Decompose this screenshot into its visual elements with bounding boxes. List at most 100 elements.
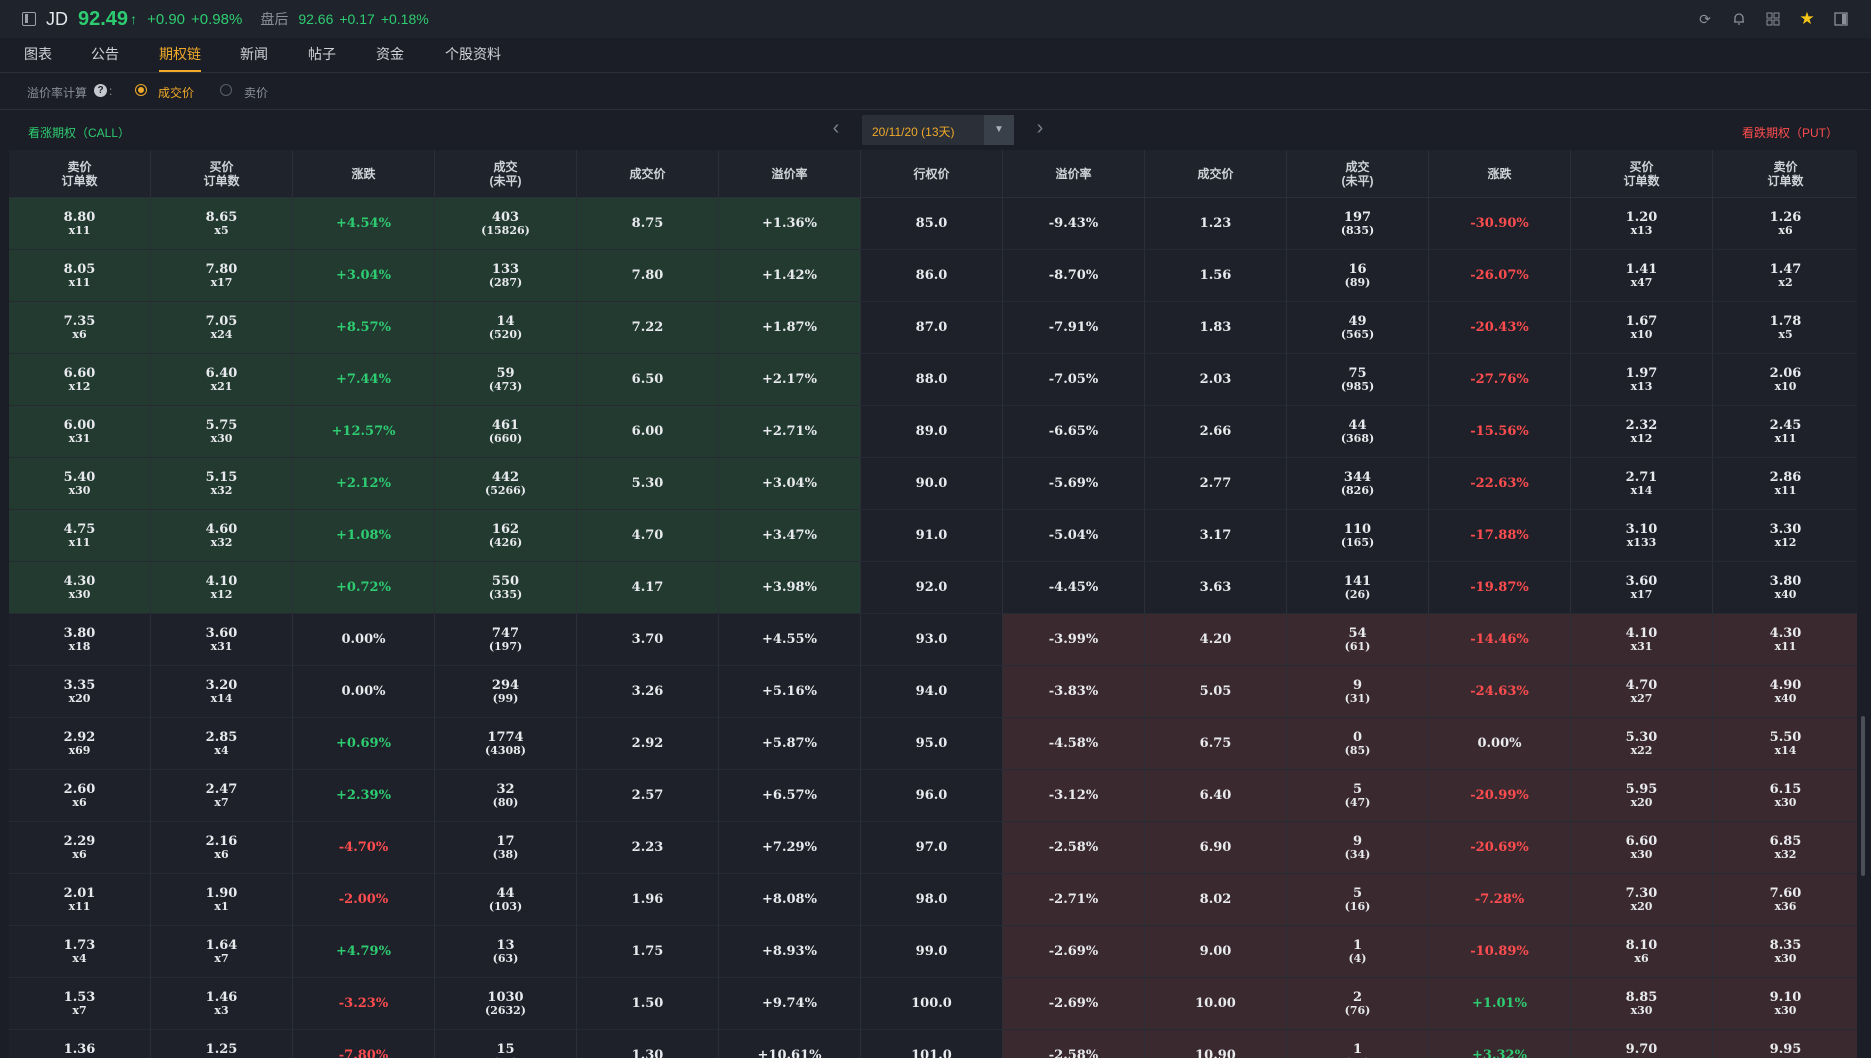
call-change-cell: +7.44% [293, 354, 435, 405]
strike-cell: 101.0 [861, 1030, 1003, 1058]
call-ask-cell: 7.35 x6 [9, 302, 151, 353]
table-row[interactable]: 7.35 x6 7.05 x24 +8.57% 14 (520) 7.22 +1.87% 87.0… [9, 302, 1857, 354]
tab-announcements[interactable]: 公告 [91, 46, 119, 62]
col-put-premium[interactable]: 溢价率 [1003, 150, 1145, 197]
col-call-change[interactable]: 涨跌 [293, 150, 435, 197]
call-change-cell: +4.54% [293, 198, 435, 249]
radio-ask-price-label[interactable]: 卖价 [244, 86, 269, 100]
table-row[interactable]: 2.60 x6 2.47 x7 +2.39% 32 (80) 2.57 +6.57% 96.0 -3… [9, 770, 1857, 822]
put-last-cell: 10.00 [1145, 978, 1287, 1029]
table-row[interactable]: 1.53 x7 1.46 x3 -3.23% 1030 (2632) 1.50 +9.74% 10… [9, 978, 1857, 1030]
col-call-volume[interactable]: 成交 (未平) [435, 150, 577, 197]
put-change-cell: -26.07% [1429, 250, 1571, 301]
tab-capital[interactable]: 资金 [376, 46, 404, 62]
table-row[interactable]: 8.05 x11 7.80 x17 +3.04% 133 (287) 7.80 +1.42% 86… [9, 250, 1857, 302]
put-volume-cell: 44 (368) [1287, 406, 1429, 457]
price-change: +0.90 [147, 10, 186, 28]
call-volume-cell: 747 (197) [435, 614, 577, 665]
table-header: 卖价 订单数 买价 订单数 涨跌 成交 (未平) 成交价 溢价率 行权价 溢价率 成交… [9, 150, 1857, 198]
put-last-cell: 6.40 [1145, 770, 1287, 821]
call-ask-cell: 3.35 x20 [9, 666, 151, 717]
sidebar-toggle-icon[interactable] [22, 12, 36, 26]
scrollbar[interactable] [1861, 716, 1865, 876]
col-put-last[interactable]: 成交价 [1145, 150, 1287, 197]
radio-trade-price[interactable] [135, 84, 147, 96]
call-premium-cell: +8.08% [719, 874, 861, 925]
call-ask-cell: 2.60 x6 [9, 770, 151, 821]
call-last-cell: 2.92 [577, 718, 719, 769]
put-premium-cell: -2.71% [1003, 874, 1145, 925]
col-call-last[interactable]: 成交价 [577, 150, 719, 197]
put-bid-cell: 1.41 x47 [1571, 250, 1713, 301]
tab-chart[interactable]: 图表 [24, 46, 52, 62]
call-last-cell: 7.80 [577, 250, 719, 301]
refresh-icon[interactable]: ⟳ [1699, 11, 1711, 27]
call-volume-cell: 550 (335) [435, 562, 577, 613]
call-change-cell: -4.70% [293, 822, 435, 873]
table-row[interactable]: 3.35 x20 3.20 x14 0.00% 294 (99) 3.26 +5.16% 94.0… [9, 666, 1857, 718]
next-expiry-chevron-icon[interactable]: › [1036, 117, 1044, 139]
put-bid-cell: 3.60 x17 [1571, 562, 1713, 613]
table-row[interactable]: 3.80 x18 3.60 x31 0.00% 747 (197) 3.70 +4.55% 93.… [9, 614, 1857, 666]
options-chain-table: 卖价 订单数 买价 订单数 涨跌 成交 (未平) 成交价 溢价率 行权价 溢价率 成交… [9, 150, 1857, 1058]
call-change-cell: +0.69% [293, 718, 435, 769]
tab-posts[interactable]: 帖子 [308, 46, 336, 62]
put-ask-cell: 6.85 x32 [1713, 822, 1857, 873]
tab-options-chain[interactable]: 期权链 [159, 38, 201, 72]
table-row[interactable]: 4.75 x11 4.60 x32 +1.08% 162 (426) 4.70 +3.47% 91… [9, 510, 1857, 562]
col-strike[interactable]: 行权价 [861, 150, 1003, 197]
tab-profile[interactable]: 个股资料 [445, 46, 501, 62]
table-row[interactable]: 6.00 x31 5.75 x30 +12.57% 461 (660) 6.00 +2.71% 8… [9, 406, 1857, 458]
col-call-ask[interactable]: 卖价 订单数 [9, 150, 151, 197]
put-last-cell: 4.20 [1145, 614, 1287, 665]
call-ask-cell: 1.53 x7 [9, 978, 151, 1029]
call-premium-cell: +8.93% [719, 926, 861, 977]
col-put-ask[interactable]: 卖价 订单数 [1713, 150, 1857, 197]
put-ask-cell: 2.86 x11 [1713, 458, 1857, 509]
grid-icon[interactable] [1763, 9, 1783, 29]
help-icon[interactable]: ? [94, 84, 107, 97]
strike-cell: 92.0 [861, 562, 1003, 613]
col-put-bid[interactable]: 买价 订单数 [1571, 150, 1713, 197]
col-call-premium[interactable]: 溢价率 [719, 150, 861, 197]
put-volume-cell: 344 (826) [1287, 458, 1429, 509]
call-ask-cell: 6.60 x12 [9, 354, 151, 405]
radio-trade-price-label[interactable]: 成交价 [158, 86, 195, 100]
star-icon[interactable]: ★ [1799, 9, 1815, 28]
table-row[interactable]: 5.40 x30 5.15 x32 +2.12% 442 (5266) 5.30 +3.04% 9… [9, 458, 1857, 510]
put-ask-cell: 3.80 x40 [1713, 562, 1857, 613]
table-row[interactable]: 4.30 x30 4.10 x12 +0.72% 550 (335) 4.17 +3.98% 92… [9, 562, 1857, 614]
call-premium-cell: +9.74% [719, 978, 861, 1029]
table-row[interactable]: 2.92 x69 2.85 x4 +0.69% 1774 (4308) 2.92 +5.87% 9… [9, 718, 1857, 770]
call-bid-cell: 4.60 x32 [151, 510, 293, 561]
strike-cell: 90.0 [861, 458, 1003, 509]
table-row[interactable]: 1.73 x4 1.64 x7 +4.79% 13 (63) 1.75 +8.93% 99.0 -2… [9, 926, 1857, 978]
call-ask-cell: 2.01 x11 [9, 874, 151, 925]
expiry-select[interactable]: 20/11/20 (13天) ▼ [862, 115, 1014, 145]
table-row[interactable]: 1.36x141.25x11-7.80%15(76)1.30+10.61%101… [9, 1030, 1857, 1058]
col-put-change[interactable]: 涨跌 [1429, 150, 1571, 197]
col-call-bid[interactable]: 买价 订单数 [151, 150, 293, 197]
radio-ask-price[interactable] [220, 84, 232, 96]
table-row[interactable]: 2.29 x6 2.16 x6 -4.70% 17 (38) 2.23 +7.29% 97.0 -2… [9, 822, 1857, 874]
put-ask-cell: 9.10 x30 [1713, 978, 1857, 1029]
table-row[interactable]: 2.01 x11 1.90 x1 -2.00% 44 (103) 1.96 +8.08% 98.0… [9, 874, 1857, 926]
bell-icon[interactable] [1729, 9, 1749, 29]
panel-icon[interactable] [1831, 9, 1851, 29]
put-change-cell: +1.01% [1429, 978, 1571, 1029]
table-row[interactable]: 8.80 x11 8.65 x5 +4.54% 403 (15826) 8.75 +1.36% 8… [9, 198, 1857, 250]
table-row[interactable]: 6.60 x12 6.40 x21 +7.44% 59 (473) 6.50 +2.17% 88.… [9, 354, 1857, 406]
put-change-cell: -30.90% [1429, 198, 1571, 249]
chevron-down-icon[interactable]: ▼ [984, 115, 1014, 145]
prev-expiry-chevron-icon[interactable]: ‹ [832, 117, 840, 139]
put-bid-cell: 2.71 x14 [1571, 458, 1713, 509]
put-volume-cell: 9 (31) [1287, 666, 1429, 717]
strike-cell: 88.0 [861, 354, 1003, 405]
put-change-cell: -27.76% [1429, 354, 1571, 405]
toolbar-icons: ⟳ ★ [1681, 9, 1851, 29]
put-change-cell: -15.56% [1429, 406, 1571, 457]
put-premium-cell: -3.99% [1003, 614, 1145, 665]
put-change-cell: -14.46% [1429, 614, 1571, 665]
col-put-volume[interactable]: 成交 (未平) [1287, 150, 1429, 197]
tab-news[interactable]: 新闻 [240, 46, 268, 62]
